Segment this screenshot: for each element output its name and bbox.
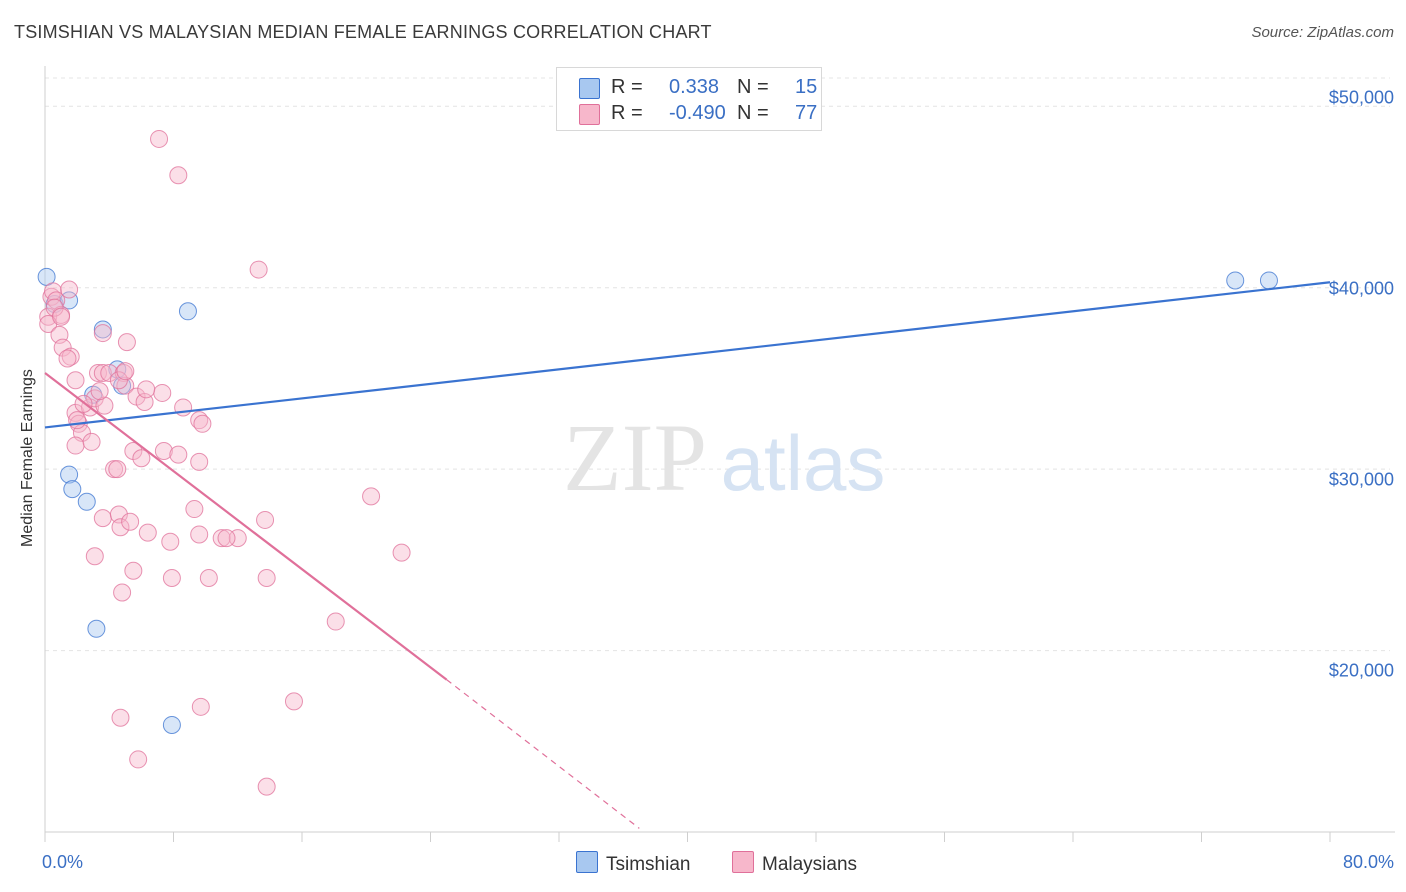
- malaysians-point-53: [124, 561, 143, 580]
- malaysians-point-32: [193, 414, 212, 433]
- malaysians-point-3: [47, 291, 66, 310]
- malaysians-point-66: [169, 166, 188, 185]
- malaysians-point-19: [93, 324, 112, 343]
- malaysians-point-9: [61, 347, 80, 366]
- malaysians-point-60: [284, 692, 303, 711]
- legend-swatch-tsimshian: [579, 78, 600, 99]
- legend-r-label: R =: [611, 76, 643, 98]
- data-points: [37, 129, 1278, 796]
- tsimshian-trend-line: [44, 281, 1331, 429]
- malaysians-point-47: [256, 510, 275, 529]
- malaysians-point-72: [45, 298, 64, 317]
- watermark-atlas: atlas: [721, 419, 886, 507]
- malaysians-point-14: [66, 436, 85, 455]
- malaysians-point-49: [169, 445, 188, 464]
- stats-legend: R = 0.338 N = 15 R = -0.490 N = 77: [556, 67, 822, 131]
- malaysians-point-29: [154, 442, 173, 460]
- legend-label-tsimshian: Tsimshian: [606, 854, 691, 875]
- malaysians-trend-extension: [446, 679, 640, 829]
- malaysians-point-45: [212, 529, 231, 548]
- malaysians-point-34: [132, 449, 151, 468]
- malaysians-point-73: [52, 307, 71, 326]
- tsimshian-point-11: [87, 619, 106, 638]
- malaysians-point-31: [190, 411, 209, 430]
- y-tick-20000: $20,000: [1328, 660, 1394, 681]
- malaysians-point-44: [190, 525, 209, 544]
- malaysians-point-22: [100, 363, 119, 382]
- tsimshian-point-10: [77, 492, 96, 511]
- legend-r-label: R =: [611, 102, 643, 124]
- malaysians-point-61: [191, 697, 210, 716]
- y-tick-30000: $30,000: [1328, 469, 1394, 490]
- legend-label-malaysians: Malaysians: [762, 854, 858, 875]
- malaysians-point-74: [109, 371, 128, 390]
- malaysians-point-67: [249, 260, 268, 279]
- legend-n-value: 15: [795, 76, 818, 98]
- tsimshian-point-12: [162, 715, 181, 734]
- legend-n-value: 77: [795, 102, 818, 124]
- malaysians-point-50: [217, 529, 236, 548]
- chart-title: TSIMSHIAN VS MALAYSIAN MEDIAN FEMALE EAR…: [14, 22, 712, 42]
- malaysians-point-37: [108, 460, 127, 479]
- malaysians-point-58: [113, 583, 132, 602]
- legend-swatch-tsimshian: [576, 851, 598, 873]
- malaysians-point-54: [162, 569, 181, 587]
- malaysians-point-62: [111, 708, 130, 727]
- malaysians-point-42: [138, 523, 157, 542]
- malaysians-point-63: [129, 750, 148, 769]
- trend-lines: [44, 281, 1331, 829]
- x-max-label: 80.0%: [1342, 852, 1394, 872]
- malaysians-point-55: [199, 569, 218, 587]
- malaysians-point-38: [93, 509, 112, 528]
- legend-r-value: -0.490: [669, 102, 726, 124]
- malaysians-point-16: [82, 432, 101, 451]
- malaysians-point-75: [116, 362, 135, 381]
- tsimshian-point-2: [60, 291, 79, 310]
- malaysians-point-41: [121, 512, 140, 531]
- malaysians-point-43: [161, 532, 180, 551]
- gridlines: [45, 77, 1390, 652]
- x-min-label: 0.0%: [42, 852, 84, 872]
- tsimshian-point-4: [178, 302, 197, 321]
- malaysians-point-51: [362, 487, 381, 506]
- malaysians-point-68: [90, 382, 109, 401]
- malaysians-point-21: [93, 363, 112, 382]
- malaysians-point-59: [326, 612, 345, 631]
- tsimshian-point-14: [1259, 271, 1278, 290]
- y-tick-50000: $50,000: [1328, 87, 1394, 108]
- malaysians-point-18: [95, 396, 114, 415]
- malaysians-point-64: [257, 777, 276, 796]
- legend-n-label: N =: [737, 102, 769, 124]
- legend-n-label: N =: [737, 76, 769, 98]
- legend-r-value: 0.338: [669, 76, 720, 98]
- malaysians-point-56: [257, 569, 276, 587]
- malaysians-point-65: [150, 129, 169, 148]
- legend-item-tsimshian[interactable]: Tsimshian: [576, 851, 690, 876]
- malaysians-point-25: [117, 333, 136, 352]
- malaysians-point-57: [392, 543, 411, 562]
- legend-swatch-malaysians: [579, 104, 600, 125]
- malaysians-point-6: [60, 280, 79, 299]
- legend-swatch-malaysians: [732, 851, 754, 873]
- malaysians-point-69: [68, 411, 87, 430]
- tsimshian-point-8: [60, 465, 79, 484]
- tsimshian-point-13: [1226, 271, 1245, 290]
- watermark-zip: ZIP: [563, 404, 707, 511]
- malaysians-point-71: [58, 349, 77, 368]
- malaysians-point-52: [85, 547, 104, 566]
- malaysians-point-35: [190, 452, 209, 471]
- y-tick-40000: $40,000: [1328, 278, 1394, 299]
- malaysians-point-40: [111, 518, 130, 537]
- legend-item-malaysians[interactable]: Malaysians: [732, 851, 857, 876]
- tsimshian-point-9: [63, 480, 82, 499]
- malaysians-point-48: [185, 500, 204, 519]
- malaysians-point-10: [66, 371, 85, 390]
- malaysians-point-76: [137, 380, 156, 399]
- malaysians-trend-line: [44, 372, 448, 681]
- watermark: ZIP atlas: [563, 404, 885, 511]
- axes: [44, 66, 1395, 842]
- malaysians-point-28: [153, 383, 172, 402]
- source-label: Source: ZipAtlas.com: [1251, 24, 1394, 41]
